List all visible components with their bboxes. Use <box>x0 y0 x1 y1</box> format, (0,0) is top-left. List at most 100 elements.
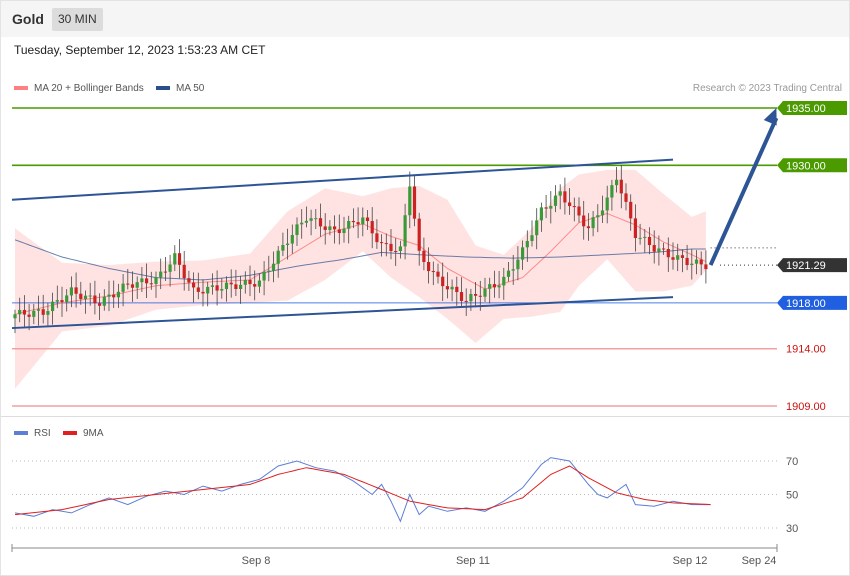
candle-body <box>431 271 435 273</box>
candle-body <box>46 311 50 315</box>
candle-body <box>436 271 440 277</box>
candle-body <box>600 210 605 216</box>
candle-body <box>389 243 393 252</box>
candle-body <box>591 217 595 229</box>
candle-body <box>83 295 88 300</box>
candle-body <box>159 271 163 278</box>
candle-body <box>276 250 280 264</box>
candle-body <box>27 314 31 317</box>
candle-body <box>248 279 252 285</box>
candle-body <box>18 309 22 315</box>
candle-body <box>619 179 623 194</box>
candle-body <box>577 206 581 216</box>
current-price-tag <box>777 258 847 273</box>
legend-ma50-label: MA 50 <box>176 83 205 94</box>
candle-body <box>88 295 92 297</box>
support-label-blue: 1918.00 <box>786 298 826 310</box>
candle-body <box>347 221 351 229</box>
rsi-tick-70: 70 <box>786 456 798 468</box>
candle-body <box>93 295 97 304</box>
resistance-label-0: 1935.00 <box>786 103 826 115</box>
candle-body <box>638 237 642 239</box>
legend-9ma-label: 9MA <box>83 428 104 439</box>
candle-body <box>98 303 102 306</box>
candle-body <box>535 220 539 236</box>
candle-body <box>516 259 520 270</box>
candle-body <box>286 243 290 245</box>
candle-body <box>398 246 402 252</box>
candle-body <box>662 248 666 250</box>
candle-body <box>699 259 703 265</box>
channel-upper-line <box>11 158 674 201</box>
candle-body <box>234 284 238 290</box>
candle-body <box>704 264 708 270</box>
candle-body <box>351 221 355 223</box>
legend-rsi-swatch <box>14 431 28 435</box>
projection-arrow-head <box>763 108 777 126</box>
candle-body <box>680 255 684 258</box>
resistance-label-1: 1930.00 <box>786 160 826 172</box>
candle-body <box>624 193 628 202</box>
candle-body <box>549 205 553 209</box>
candle-body <box>210 285 214 287</box>
ma50-line <box>14 239 706 281</box>
candle-body <box>694 259 699 264</box>
candle-body <box>483 288 487 297</box>
resistance-tag-1 <box>777 158 847 173</box>
rsi-tick-50: 50 <box>786 490 798 502</box>
candle-body <box>553 195 558 206</box>
candle-body <box>135 282 139 288</box>
header-bar: Gold 30 MIN <box>1 1 849 37</box>
candle-body <box>196 287 200 292</box>
candle-body <box>290 234 294 244</box>
x-axis-label-3: Sep 24 <box>742 555 777 567</box>
x-axis-label-0: Sep 8 <box>242 555 271 567</box>
candle-body <box>629 201 633 219</box>
candle-body <box>403 215 407 247</box>
x-axis-label-1: Sep 11 <box>456 555 490 567</box>
candle-body <box>177 253 182 265</box>
candle-body <box>582 215 586 227</box>
candle-body <box>22 309 26 315</box>
candle-body <box>459 292 464 301</box>
candle-body <box>281 244 285 251</box>
candle-body <box>643 236 647 238</box>
candle-body <box>586 226 590 229</box>
candle-body <box>130 284 135 288</box>
candle-body <box>605 197 609 211</box>
candle-body <box>333 226 337 230</box>
candle-body <box>337 229 341 233</box>
candle-body <box>422 250 426 262</box>
candle-body <box>41 309 45 315</box>
candle-body <box>511 269 515 271</box>
support-label-red-4: 1914.00 <box>786 344 826 356</box>
support-label-red-5: 1909.00 <box>786 401 826 413</box>
candle-body <box>568 202 572 207</box>
candle-body <box>201 291 205 294</box>
candle-body <box>243 279 247 285</box>
candle-body <box>370 221 374 234</box>
candle-body <box>666 248 670 258</box>
legend-9ma-swatch <box>63 431 77 435</box>
candle-body <box>60 300 64 303</box>
candle-body <box>55 300 59 302</box>
candle-body <box>300 222 304 225</box>
resistance-tag-0 <box>777 101 847 115</box>
candle-body <box>417 218 421 251</box>
candle-body <box>342 228 346 233</box>
legend-ma20-label: MA 20 + Bollinger Bands <box>34 83 144 94</box>
legend-ma20-swatch <box>14 86 28 90</box>
candle-body <box>412 186 417 219</box>
candle-body <box>563 191 567 203</box>
bollinger-band <box>15 169 706 389</box>
candle-body <box>173 253 177 265</box>
date-text: Tuesday, September 12, 2023 1:53:23 AM C… <box>14 43 266 57</box>
candle-body <box>610 185 614 198</box>
candle-body <box>168 264 172 272</box>
candle-body <box>441 276 445 287</box>
candle-body <box>455 286 459 293</box>
candle-body <box>149 283 153 285</box>
candle-body <box>361 217 365 225</box>
timeframe-button[interactable]: 30 MIN <box>52 8 103 31</box>
credit-text: Research © 2023 Trading Central <box>693 83 842 94</box>
